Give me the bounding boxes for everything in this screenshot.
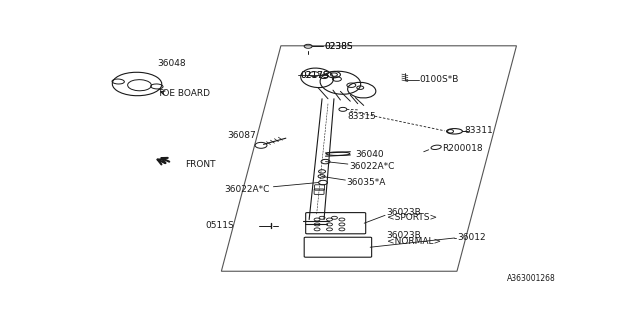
Text: 0217S: 0217S — [301, 71, 330, 80]
Text: 36048: 36048 — [157, 59, 186, 68]
Text: 0217S: 0217S — [301, 71, 330, 80]
Text: 36040: 36040 — [355, 150, 384, 159]
Text: 0238S: 0238S — [324, 42, 353, 51]
Text: TOE BOARD: TOE BOARD — [157, 89, 210, 98]
Text: 0511S: 0511S — [205, 221, 234, 230]
Text: 36035*A: 36035*A — [346, 178, 386, 187]
Text: 36023B: 36023B — [387, 208, 421, 217]
Text: 36087: 36087 — [227, 131, 256, 140]
Text: 36023B: 36023B — [387, 231, 421, 240]
Text: A363001268: A363001268 — [507, 274, 556, 283]
Text: R200018: R200018 — [442, 144, 483, 153]
Text: FRONT: FRONT — [185, 160, 216, 169]
Text: <SPORTS>: <SPORTS> — [387, 213, 436, 222]
Text: <NORMAL>: <NORMAL> — [387, 237, 441, 246]
Text: 83315: 83315 — [348, 111, 376, 121]
Text: 36022A*C: 36022A*C — [349, 162, 395, 171]
Text: 83311: 83311 — [465, 126, 493, 135]
Text: 36022A*C: 36022A*C — [224, 185, 269, 195]
Text: 0238S: 0238S — [324, 42, 353, 51]
Text: 36012: 36012 — [457, 234, 486, 243]
Text: 0100S*B: 0100S*B — [420, 75, 459, 84]
